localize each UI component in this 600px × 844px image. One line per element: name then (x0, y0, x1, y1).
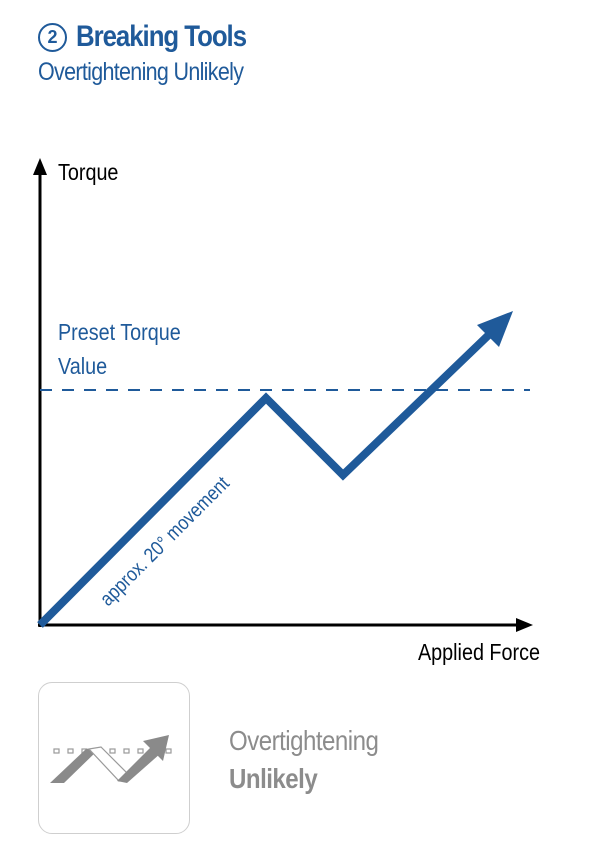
torque-line (37, 323, 501, 628)
torque-chart: Torque Applied Force Preset Torque Value… (33, 158, 540, 666)
step-number-badge: 2 (38, 22, 67, 52)
arrow-shaft-icon (117, 745, 161, 783)
status-line2: Unlikely (229, 763, 318, 794)
title-row: 2 Breaking Tools (38, 16, 277, 58)
x-axis-arrow-icon (516, 618, 533, 632)
breaking-tool-icon (50, 735, 172, 783)
preset-torque-label-line1: Preset Torque (58, 320, 181, 346)
y-axis-label: Torque (58, 160, 118, 186)
header: 2 Breaking Tools Overtightening Unlikely (38, 16, 277, 87)
page-title: Breaking Tools (76, 20, 247, 53)
status-line1: Overtightening (229, 725, 379, 756)
movement-annotation: approx. 20° movement (95, 471, 234, 610)
preset-torque-label-line2: Value (58, 354, 107, 380)
breaking-tool-icon-tile (38, 682, 190, 834)
y-axis-arrow-icon (33, 158, 47, 175)
arrow-head-icon (143, 735, 169, 761)
status-text: Overtightening Unlikely (229, 722, 379, 798)
torque-arrow-icon (477, 311, 513, 347)
page-subtitle: Overtightening Unlikely (38, 58, 244, 86)
rise-band-icon (50, 749, 99, 783)
x-axis-label: Applied Force (418, 640, 540, 666)
